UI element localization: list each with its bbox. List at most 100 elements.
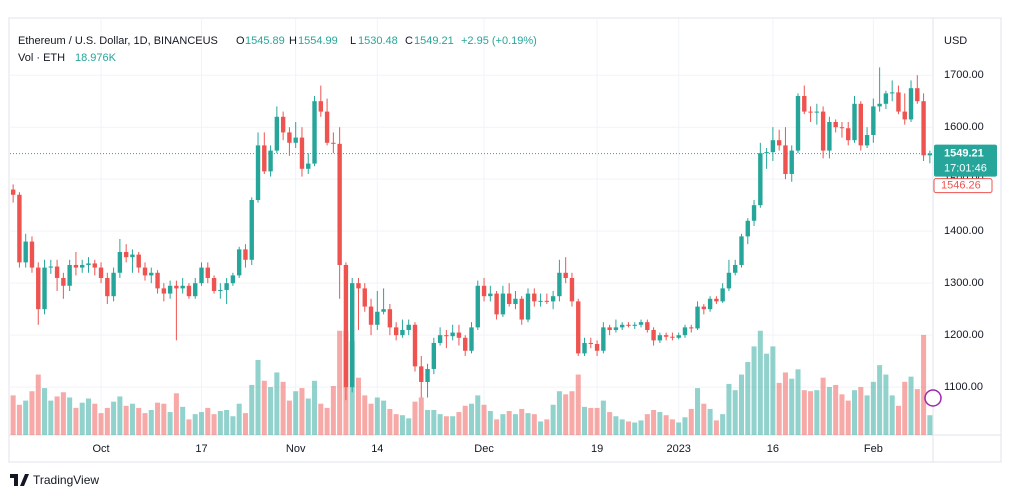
volume-bar	[663, 415, 669, 435]
grid	[9, 18, 933, 435]
brand-logo	[10, 474, 29, 486]
candle-body	[795, 95, 801, 151]
candle-body	[864, 134, 870, 146]
candle-body	[858, 103, 863, 146]
volume-bar	[845, 400, 851, 435]
volume-bar	[500, 414, 506, 435]
y-tick-label: 1400.00	[944, 225, 984, 237]
volume-value: 18.976K	[75, 52, 117, 64]
volume-bar	[833, 384, 839, 435]
volume-bar	[381, 400, 387, 435]
candle-body	[544, 300, 550, 302]
candle-body	[249, 199, 254, 260]
brand: TradingView	[10, 473, 99, 487]
volume-bar	[60, 392, 66, 435]
candle-body	[525, 293, 531, 320]
volume-bar	[425, 409, 431, 435]
volume-bar	[569, 391, 575, 435]
volume-bar	[362, 395, 368, 435]
candle-body	[582, 342, 587, 354]
volume-bar	[902, 381, 908, 435]
candle-body	[745, 220, 750, 237]
y-tick-label: 1600.00	[944, 121, 984, 133]
candles	[10, 67, 933, 401]
volume-bar	[173, 393, 179, 435]
volume-bar	[456, 412, 462, 435]
candle-body	[481, 285, 487, 297]
candle-body	[846, 128, 851, 141]
volume-bar	[399, 415, 405, 435]
candle-body	[494, 293, 499, 315]
volume-bar	[192, 414, 198, 435]
volume-bar	[870, 381, 876, 435]
volume-bar	[155, 402, 161, 435]
candle-body	[54, 266, 60, 278]
candle-body	[663, 335, 669, 337]
volume-bar	[801, 390, 807, 435]
candle-body	[324, 111, 330, 143]
volume-bar	[927, 415, 933, 435]
candle-body	[356, 283, 361, 289]
candle-body	[651, 329, 656, 341]
volume-bar	[883, 374, 889, 435]
volume-bar	[255, 359, 261, 435]
candle-body	[657, 335, 663, 341]
volume-bar	[198, 412, 205, 435]
volume-bar	[701, 403, 707, 435]
volume-bar	[726, 383, 732, 435]
x-tick-label: Feb	[864, 443, 883, 455]
candle-body	[733, 264, 738, 273]
candle-body	[908, 88, 914, 120]
volume-bar	[795, 369, 801, 435]
candle-body	[839, 127, 845, 129]
volume-bar	[852, 390, 858, 435]
volume-bar	[73, 407, 79, 435]
volume-bar	[776, 382, 782, 435]
volume-bar	[607, 412, 613, 435]
candle-body	[720, 288, 725, 302]
candle-body	[852, 103, 857, 141]
volume-bar	[23, 400, 29, 435]
candle-body	[218, 289, 223, 291]
volume-bar	[98, 413, 104, 435]
candle-body	[676, 335, 681, 338]
candle-body	[343, 264, 349, 388]
volume-bar	[895, 405, 901, 435]
candle-body	[193, 283, 198, 297]
volume-bar	[117, 396, 123, 435]
change: +2.95 (+0.19%)	[461, 35, 537, 47]
volume-bar	[418, 397, 424, 435]
candle-body	[695, 306, 700, 329]
volume-bar	[111, 401, 117, 435]
volume-bar	[142, 413, 148, 435]
volume-bar	[651, 409, 657, 435]
volume-bar	[864, 395, 870, 435]
volume-bar	[305, 398, 311, 435]
volume-bar	[531, 414, 537, 435]
candle-body	[362, 288, 367, 307]
candle-body	[130, 254, 135, 258]
volume-bar	[450, 416, 456, 435]
volume-bar	[720, 414, 726, 435]
candle-body	[268, 150, 273, 172]
volume-bar	[368, 403, 374, 435]
candle-body	[287, 132, 292, 143]
marker-icon[interactable]	[924, 389, 942, 407]
volume-bar	[92, 403, 98, 435]
candle-body	[626, 324, 631, 326]
volume-bar	[757, 330, 763, 435]
candle-body	[400, 329, 405, 336]
volume-bar	[412, 401, 418, 435]
candle-body	[475, 285, 480, 328]
volume-bar	[745, 362, 751, 435]
candle-body	[42, 267, 47, 310]
candle-body	[180, 285, 185, 289]
close-value: 1549.21	[414, 35, 454, 47]
volume-bar	[512, 414, 518, 435]
volume-bar	[211, 414, 217, 435]
candle-body	[883, 93, 889, 104]
candle-body	[17, 194, 22, 263]
candle-body	[375, 311, 380, 325]
candle-body	[425, 368, 430, 382]
candle-body	[230, 275, 236, 284]
